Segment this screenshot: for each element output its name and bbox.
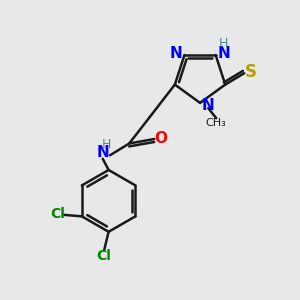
- Text: O: O: [154, 131, 167, 146]
- Text: H: H: [219, 37, 229, 50]
- Text: H: H: [102, 138, 111, 151]
- Text: N: N: [202, 98, 215, 113]
- Text: Cl: Cl: [96, 249, 111, 263]
- Text: N: N: [169, 46, 182, 61]
- Text: N: N: [218, 46, 230, 61]
- Text: Cl: Cl: [50, 207, 65, 221]
- Text: S: S: [245, 63, 257, 81]
- Text: N: N: [96, 145, 109, 160]
- Text: CH₃: CH₃: [206, 118, 226, 128]
